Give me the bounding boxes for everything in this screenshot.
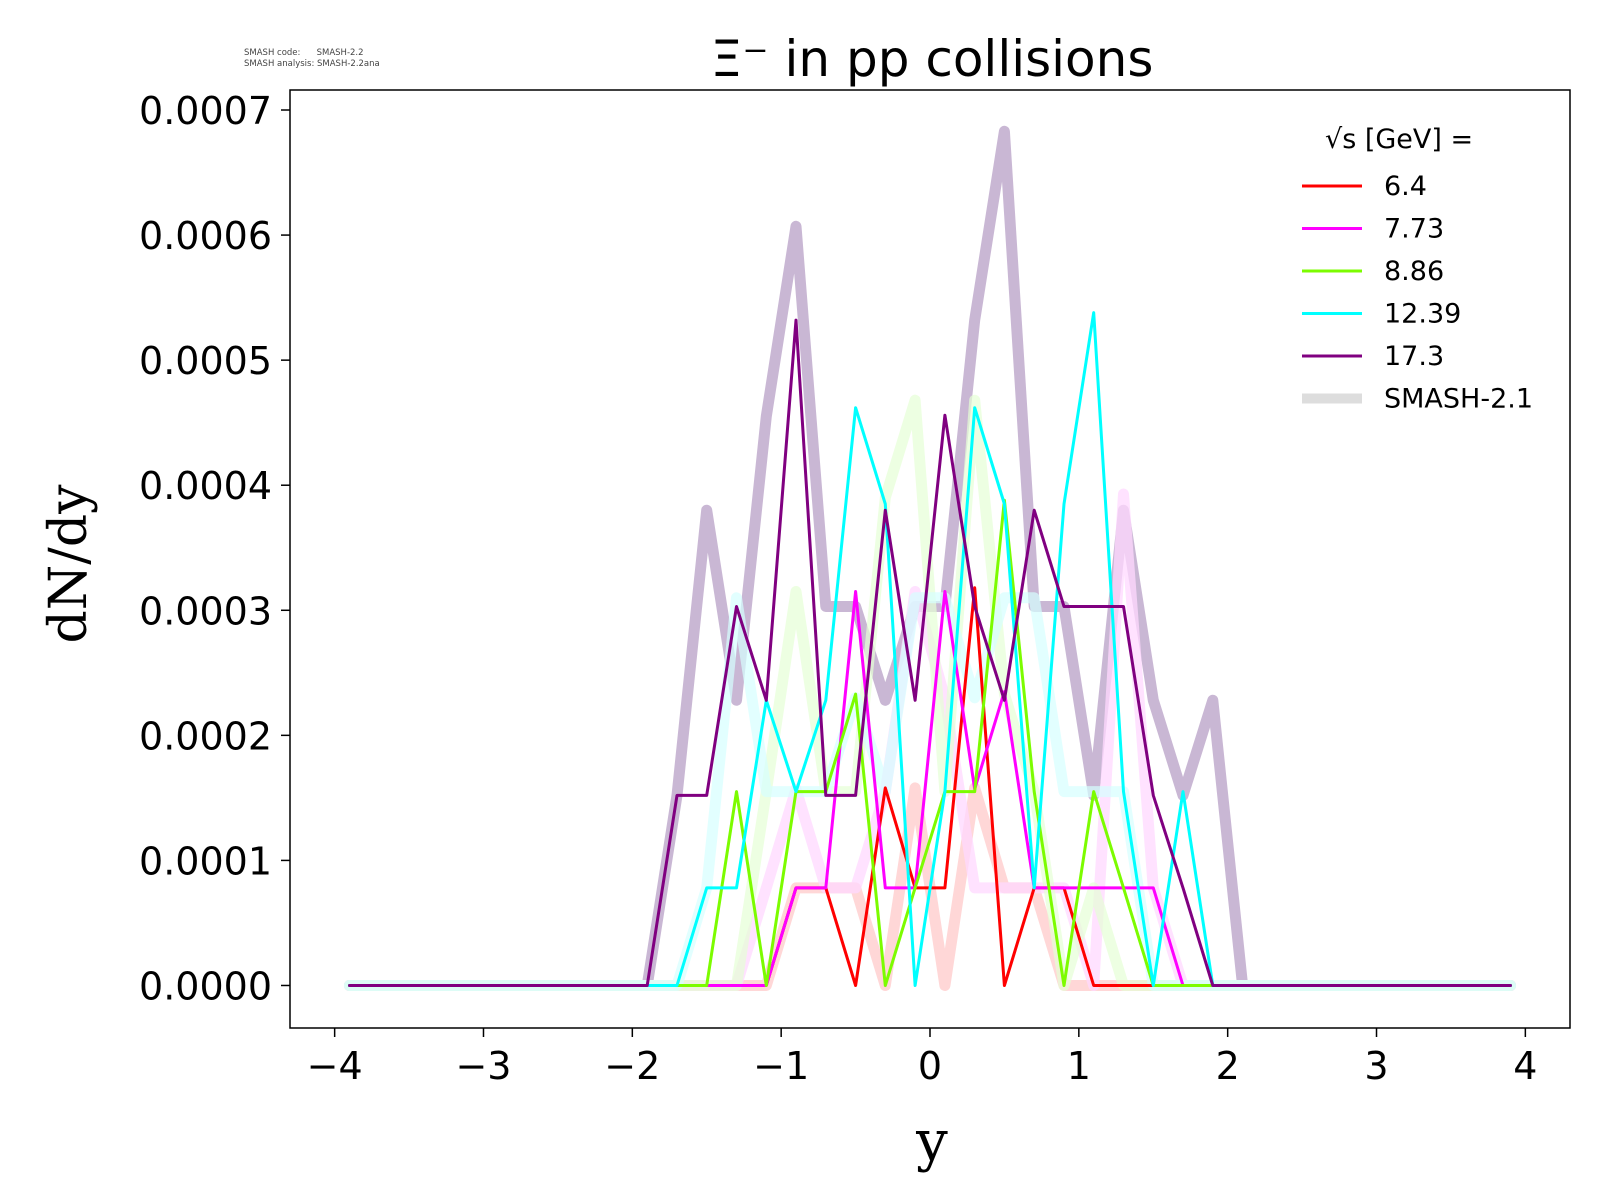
data-lines bbox=[344, 125, 1516, 991]
x-axis-label: y bbox=[915, 1109, 948, 1174]
y-tick-label: 0.0004 bbox=[139, 464, 272, 508]
y-tick-label: 0.0000 bbox=[139, 964, 272, 1008]
x-tick-label: 2 bbox=[1216, 1044, 1240, 1088]
x-tick-label: 1 bbox=[1067, 1044, 1091, 1088]
y-tick-label: 0.0006 bbox=[139, 214, 272, 258]
y-tick-label: 0.0001 bbox=[139, 839, 272, 883]
x-tick-label: 4 bbox=[1513, 1044, 1537, 1088]
y-tick-label: 0.0005 bbox=[139, 339, 272, 383]
smash-code-label: SMASH code: SMASH-2.2 bbox=[244, 48, 364, 58]
legend-entries: 6.4 7.73 8.86 12.39 17.3 SMASH-2.1 bbox=[1302, 171, 1533, 415]
legend-label: 7.73 bbox=[1384, 214, 1444, 245]
chart-title: Ξ⁻ in pp collisions bbox=[711, 30, 1154, 88]
y-tick-label: 0.0007 bbox=[139, 89, 272, 133]
legend: √s [GeV] = 6.4 7.73 8.86 12.39 17.3 SMASH-2.1 bbox=[1302, 124, 1533, 415]
smash-analysis-label: SMASH analysis: SMASH-2.2ana bbox=[244, 59, 380, 69]
x-tick-label: 3 bbox=[1364, 1044, 1388, 1088]
y-tick-label: 0.0002 bbox=[139, 714, 272, 758]
legend-label: SMASH-2.1 bbox=[1384, 384, 1533, 415]
y-axis-label: dN/dy bbox=[39, 484, 99, 644]
y-axis: 0.0000 0.0001 0.0002 0.0003 0.0004 0.0005 0.00… bbox=[139, 89, 290, 1008]
legend-title: √s [GeV] = bbox=[1325, 124, 1473, 155]
x-tick-label: −2 bbox=[604, 1044, 660, 1088]
legend-label: 12.39 bbox=[1384, 299, 1461, 330]
x-tick-label: 0 bbox=[918, 1044, 942, 1088]
x-tick-label: −3 bbox=[455, 1044, 511, 1088]
x-tick-label: −4 bbox=[307, 1044, 363, 1088]
series-line-17-3 bbox=[348, 318, 1512, 987]
legend-label: 6.4 bbox=[1384, 171, 1427, 202]
y-tick-label: 0.0003 bbox=[139, 589, 272, 633]
legend-label: 17.3 bbox=[1384, 341, 1444, 372]
x-tick-label: −1 bbox=[753, 1044, 809, 1088]
x-axis: −4 −3 −2 −1 0 1 2 3 4 bbox=[307, 1028, 1537, 1088]
legend-label: 8.86 bbox=[1384, 256, 1444, 287]
